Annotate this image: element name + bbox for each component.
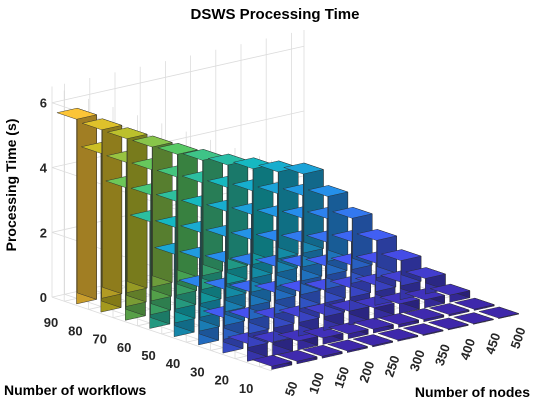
- x-tick-label: 500: [507, 325, 528, 350]
- z-tick-label: 4: [40, 161, 48, 176]
- x-tick-label: 300: [407, 348, 428, 373]
- bar-w10-n500: [478, 306, 519, 319]
- x-tick-label: 350: [432, 342, 453, 367]
- chart-title: DSWS Processing Time: [191, 6, 360, 23]
- x-axis-label: Number of nodes: [415, 384, 530, 400]
- x-tick-label: 50: [282, 379, 301, 398]
- bars: [56, 107, 519, 370]
- bar-w20-n250: [328, 322, 369, 339]
- x-tick-label: 250: [381, 353, 402, 378]
- bar-w90-n100: [81, 118, 123, 299]
- y-tick-label: 60: [117, 340, 131, 355]
- bar-w60-n500: [356, 229, 397, 278]
- y-tick-label: 70: [93, 332, 107, 347]
- bar-w10-n50: [251, 354, 293, 370]
- y-tick-label: 20: [215, 373, 229, 388]
- z-tick-label: 0: [40, 290, 47, 305]
- bar-w30-n500: [429, 283, 471, 303]
- bar-w20-n500: [454, 297, 495, 311]
- bar-w10-n400: [428, 317, 469, 331]
- bar-w90-n50: [56, 107, 97, 305]
- x-tick-label: 400: [457, 337, 478, 362]
- z-axis-label: Processing Time (s): [3, 119, 19, 252]
- bar-w20-n300: [353, 317, 394, 334]
- grid-line: [51, 45, 305, 104]
- bar-w10-n350: [403, 323, 444, 336]
- bar-w10-n250: [352, 334, 393, 348]
- y-tick-label: 30: [190, 364, 204, 379]
- y-tick-label: 50: [141, 348, 155, 363]
- bar-w30-n450: [404, 288, 445, 309]
- z-tick-label: 6: [40, 96, 47, 111]
- y-tick-label: 80: [68, 323, 82, 338]
- bar-w10-n100: [277, 349, 318, 365]
- x-tick-label: 150: [331, 365, 352, 390]
- y-tick-label: 40: [166, 356, 180, 371]
- bar-w20-n450: [429, 303, 470, 317]
- x-tick-label: 200: [356, 359, 377, 384]
- tick-labels: 50 100 150 200 250 300 350 400 450 50010203040506…: [40, 96, 529, 398]
- x-tick-label: 450: [482, 331, 503, 356]
- bar-w10-n200: [327, 339, 368, 353]
- z-tick-label: 2: [40, 225, 47, 240]
- bar-w40-n500: [405, 267, 446, 295]
- bar-w10-n450: [453, 312, 494, 325]
- y-tick-label: 10: [239, 381, 253, 396]
- bar-w20-n200: [303, 326, 344, 345]
- bar-w10-n150: [302, 344, 343, 359]
- bar-w20-n400: [403, 308, 445, 323]
- bar-w10-n300: [377, 328, 419, 342]
- y-axis-label: Number of workflows: [4, 382, 147, 398]
- y-tick-label: 90: [44, 315, 58, 330]
- x-tick-label: 100: [306, 370, 327, 395]
- bar-w80-n500: [307, 185, 349, 262]
